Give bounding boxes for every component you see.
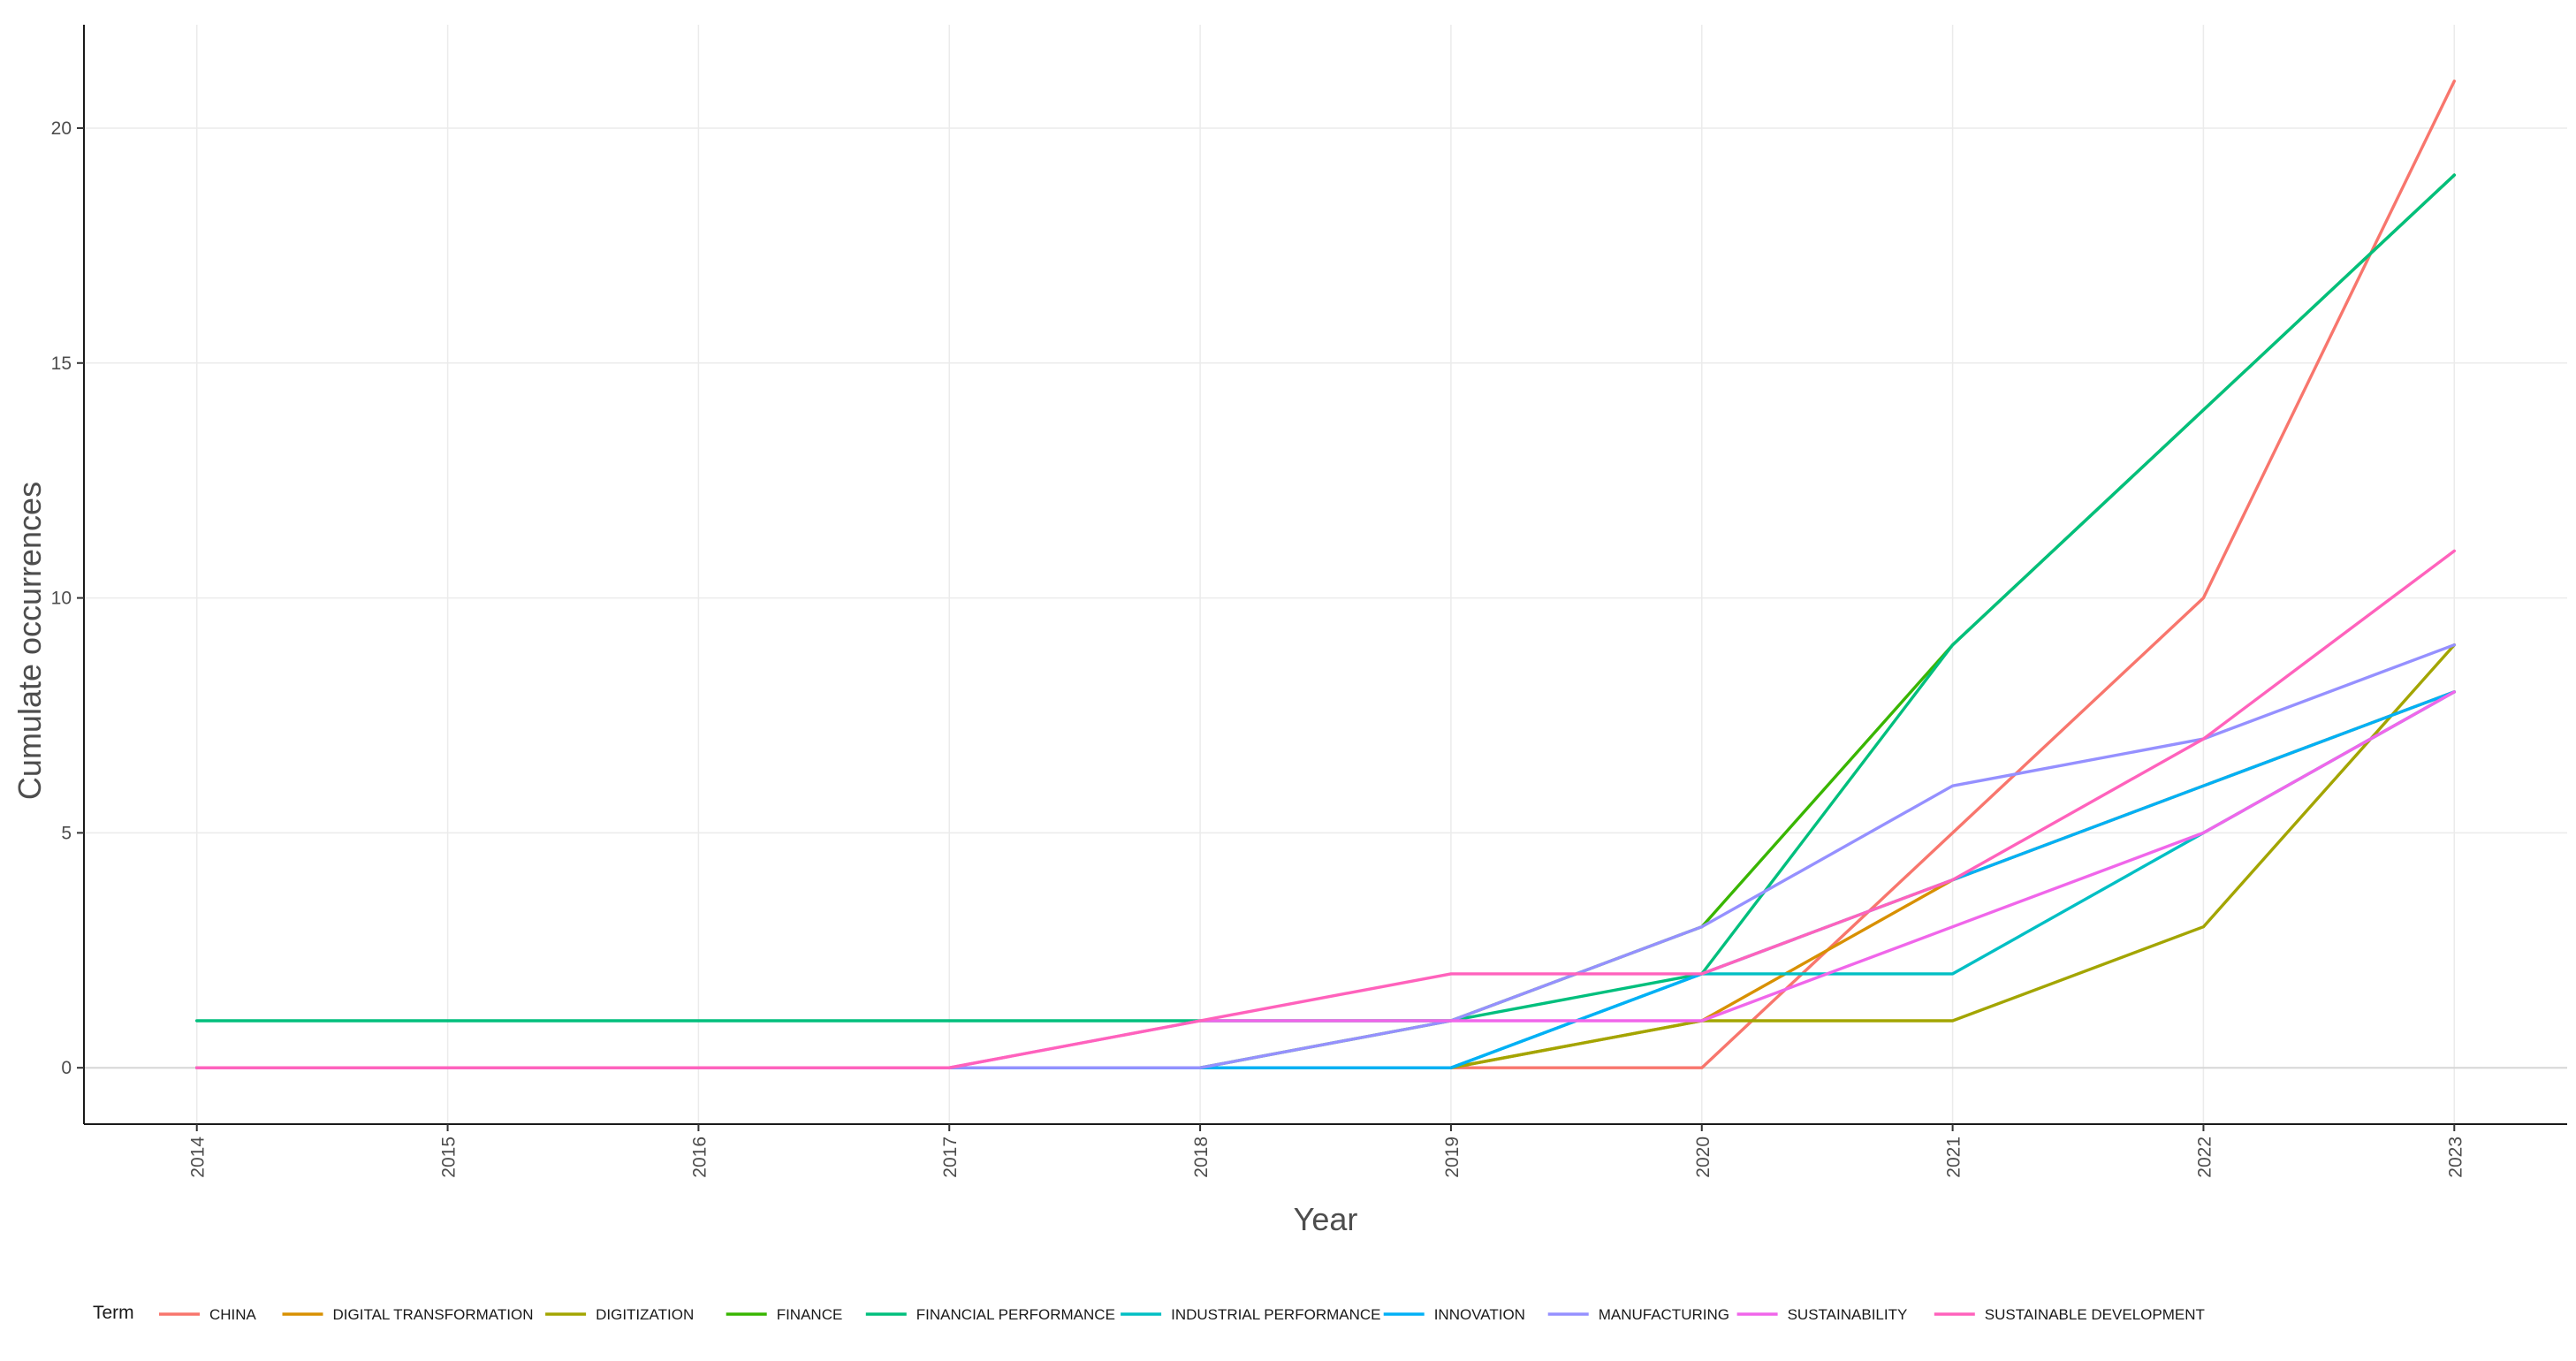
x-tick-label: 2018 [1191, 1137, 1212, 1178]
x-tick-label: 2017 [940, 1137, 961, 1178]
legend: Term CHINA DIGITAL TRANSFORMATION DIGITIZA… [93, 1303, 2205, 1323]
legend-label-sustainability: SUSTAINABILITY [1788, 1306, 1908, 1323]
series-line-manufacturing [194, 643, 2457, 1069]
y-tick-label: 0 [61, 1058, 72, 1078]
y-tick-label: 15 [51, 354, 72, 374]
axes [77, 25, 2567, 1131]
x-tick-label: 2021 [1944, 1137, 1964, 1178]
y-tick-label: 5 [61, 823, 72, 843]
series-line-china [194, 80, 2457, 1069]
x-tick-label: 2023 [2445, 1137, 2466, 1178]
series-line-digital-transformation [194, 690, 2457, 1069]
x-tick-label: 2022 [2194, 1137, 2215, 1178]
legend-label-innovation: INNOVATION [1434, 1306, 1525, 1323]
legend-label-sustainable-development: SUSTAINABLE DEVELOPMENT [1985, 1306, 2205, 1323]
x-tick-label: 2020 [1693, 1137, 1714, 1178]
tick-labels: 0 5 10 15 20 2014 2015 2016 2017 2018 2019 2020 2021… [51, 118, 2466, 1178]
legend-title: Term [93, 1303, 134, 1323]
legend-label-manufacturing: MANUFACTURING [1599, 1306, 1729, 1323]
legend-label-digitization: DIGITIZATION [596, 1306, 694, 1323]
grid-lines [84, 25, 2567, 1124]
legend-label-digital-transformation: DIGITAL TRANSFORMATION [333, 1306, 534, 1323]
series-line-innovation [194, 690, 2457, 1069]
series-line-sustainable-development [194, 549, 2457, 1069]
y-tick-label: 10 [51, 589, 72, 609]
series-lines [194, 80, 2457, 1069]
x-tick-label: 2016 [689, 1137, 710, 1178]
legend-label-industrial-performance: INDUSTRIAL PERFORMANCE [1171, 1306, 1380, 1323]
x-tick-label: 2015 [439, 1137, 460, 1178]
x-axis-title: Year [1294, 1201, 1358, 1237]
legend-label-financial-performance: FINANCIAL PERFORMANCE [916, 1306, 1115, 1323]
legend-label-china: CHINA [209, 1306, 257, 1323]
series-line-finance [194, 173, 2457, 1069]
series-line-sustainability [194, 690, 2457, 1069]
y-tick-label: 20 [51, 118, 72, 139]
series-line-industrial-performance [194, 690, 2457, 1069]
legend-label-finance: FINANCE [777, 1306, 843, 1323]
x-tick-label: 2019 [1442, 1137, 1463, 1178]
x-tick-label: 2014 [188, 1137, 209, 1178]
y-axis-title: Cumulate occurrences [11, 482, 48, 800]
series-line-digitization [194, 643, 2457, 1069]
